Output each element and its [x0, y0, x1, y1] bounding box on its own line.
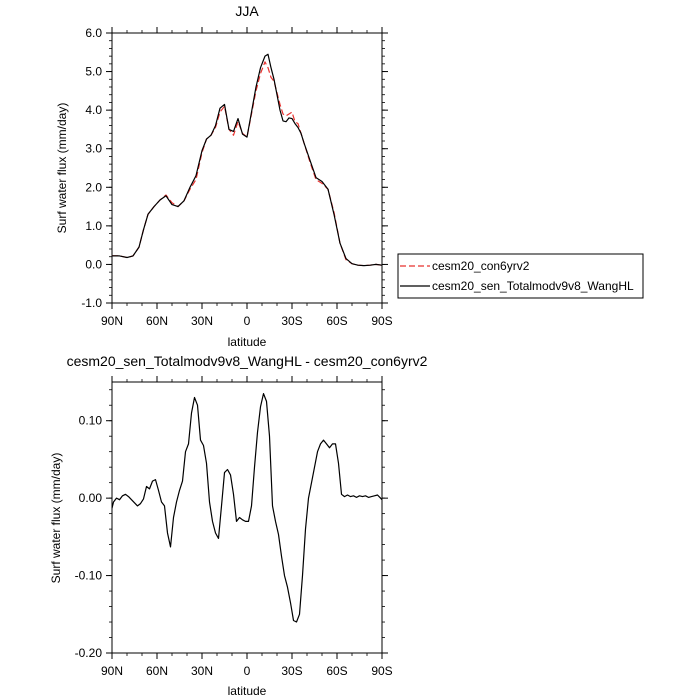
y-tick-label: 6.0	[85, 26, 102, 40]
plot-frame	[111, 32, 383, 304]
legend-box	[397, 253, 644, 299]
y-tick-label: 1.0	[85, 219, 102, 233]
x-tick-label: 60N	[146, 314, 168, 328]
y-tick-label: -0.10	[75, 569, 103, 583]
x-tick-label: 90N	[101, 314, 123, 328]
y-axis-label-bottom: Surf water flux (mm/day)	[49, 453, 63, 584]
x-tick-label: 30N	[191, 314, 213, 328]
legend-label-sensitivity: cesm20_sen_Totalmodv9v8_WangHL	[432, 279, 634, 293]
top-chart-marks: -1.0 0.0 1.0 2.0 3.0 4.0 5.0 6.0 90N 60N 30N 0 30S 60…	[81, 26, 392, 328]
legend: cesm20_con6yrv2 cesm20_sen_Totalmodv9v8_…	[397, 253, 644, 299]
series-line-difference	[111, 393, 383, 623]
x-axis-label-top: latitude	[228, 335, 267, 349]
y-tick-label: 3.0	[85, 142, 102, 156]
top-panel: JJA -1.0 0.0 1.0 2.0 3.0 4.0 5.0 6.0 90N 60N 30N 0 3…	[55, 3, 393, 349]
x-tick-label: 90N	[101, 664, 123, 678]
y-tick-label: -0.20	[75, 646, 103, 660]
plot-frame	[111, 381, 383, 654]
y-tick-label: 5.0	[85, 65, 102, 79]
x-axis-label-bottom: latitude	[228, 684, 267, 698]
x-tick-label: 30S	[281, 664, 302, 678]
x-tick-label: 0	[244, 314, 251, 328]
y-axis-label-top: Surf water flux (mm/day)	[55, 103, 69, 234]
series-line-cesm20-sen-totalmodv9v8-wanghl	[112, 53, 383, 267]
x-tick-label: 60S	[326, 664, 347, 678]
x-tick-label: 90S	[371, 664, 392, 678]
y-tick-label: 0.10	[79, 414, 103, 428]
y-tick-label: -1.0	[81, 296, 102, 310]
x-tick-label: 60N	[146, 664, 168, 678]
x-tick-label: 30N	[191, 664, 213, 678]
legend-label-control: cesm20_con6yrv2	[432, 259, 530, 273]
series-line-cesm20-con6yrv2	[112, 61, 383, 267]
x-tick-label: 60S	[326, 314, 347, 328]
y-tick-label: 4.0	[85, 103, 102, 117]
y-tick-label: 0.00	[79, 491, 103, 505]
chart-title-bottom: cesm20_sen_Totalmodv9v8_WangHL - cesm20_…	[67, 353, 428, 369]
chart-title-top: JJA	[235, 3, 259, 19]
bottom-panel: cesm20_sen_Totalmodv9v8_WangHL - cesm20_…	[49, 353, 428, 698]
bottom-chart-marks: -0.20 -0.10 0.00 0.10 90N 60N 30N 0 30S 60S 90S	[75, 376, 393, 678]
y-tick-label: 0.0	[85, 257, 102, 271]
x-tick-label: 30S	[281, 314, 302, 328]
y-tick-label: 2.0	[85, 180, 102, 194]
x-tick-label: 90S	[371, 314, 392, 328]
x-tick-label: 0	[244, 664, 251, 678]
